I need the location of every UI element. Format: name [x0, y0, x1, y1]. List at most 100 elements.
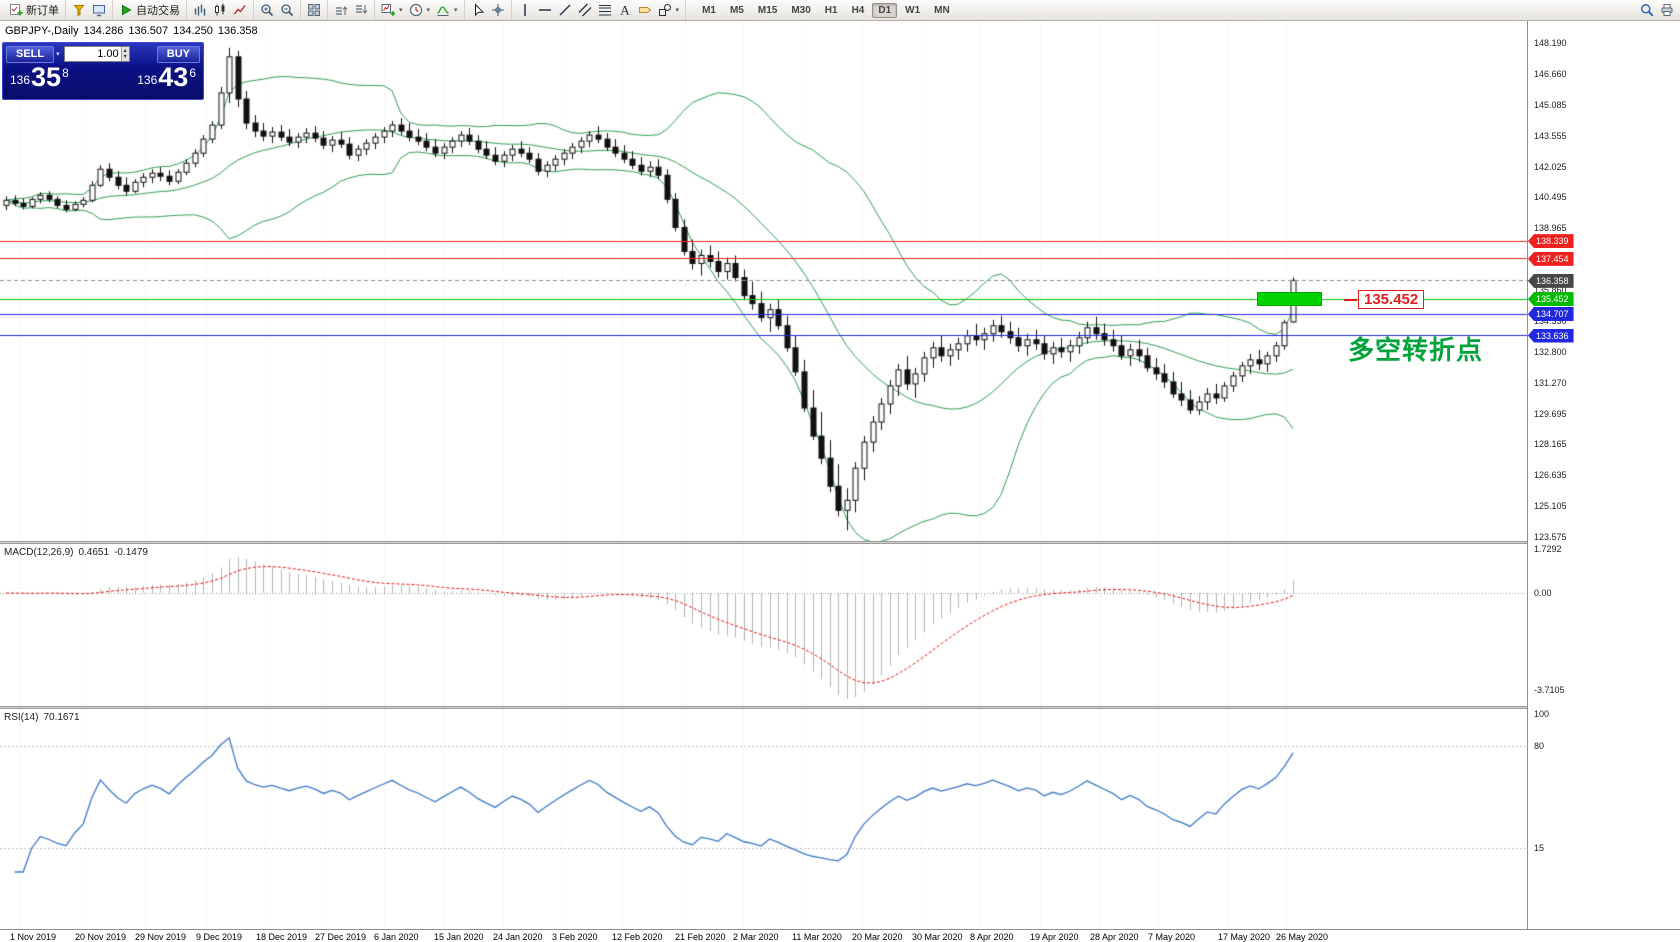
volume-input[interactable] [64, 47, 121, 61]
price-callout[interactable]: 135.452 [1358, 290, 1425, 309]
clock-icon [409, 3, 423, 17]
search-button[interactable] [1637, 1, 1657, 19]
cross-icon [491, 3, 505, 17]
volume-field: ▴▾ [63, 46, 130, 62]
price-axis-label: 143.555 [1534, 130, 1567, 141]
price-axis-label: 123.575 [1534, 532, 1567, 542]
timeframe-m15-button[interactable]: M15 [752, 3, 783, 18]
sell-pips: 35 [31, 62, 62, 92]
crosshair-button[interactable] [488, 1, 508, 19]
timeframe-mn-button[interactable]: MN [928, 3, 956, 18]
timeframe-w1-button[interactable]: W1 [899, 3, 926, 18]
price-tag: 138.339 [1528, 234, 1574, 249]
new-chart-button[interactable]: ▾ [378, 1, 406, 19]
rsi-axis-label: 15 [1534, 843, 1545, 854]
volume-down-icon[interactable]: ▾ [123, 54, 127, 60]
docplus-icon [9, 3, 23, 17]
equidistant-channel-button[interactable] [575, 1, 595, 19]
dropdown-caret-icon: ▾ [426, 7, 431, 14]
rsi-label: RSI(14) [4, 712, 39, 723]
arrow-objects-button[interactable]: ▾ [655, 1, 683, 19]
text-label-button[interactable] [635, 1, 655, 19]
timeframe-m1-button[interactable]: M1 [696, 3, 722, 18]
shapes-icon [658, 3, 672, 17]
macd-axis-label: -3.7105 [1534, 685, 1565, 695]
annotation-note[interactable]: 多空转折点 [1348, 335, 1484, 365]
timeframe-m5-button[interactable]: M5 [724, 3, 750, 18]
date-axis-label: 2 Mar 2020 [733, 932, 779, 942]
timeframe-d1-button[interactable]: D1 [872, 2, 898, 18]
auto-trading-button[interactable]: 自动交易 [116, 0, 183, 20]
price-tag: 135.452 [1528, 292, 1574, 307]
zoom-in-button[interactable] [257, 1, 277, 19]
timeframe-h4-button[interactable]: H4 [846, 3, 871, 18]
price-axis: 148.190 146.660 145.085 143.555 142.025 140.4… [1527, 21, 1680, 929]
dropdown-caret-icon: ▾ [399, 7, 403, 14]
price-axis-label: 129.695 [1534, 408, 1567, 419]
price-axis-label: 128.165 [1534, 439, 1567, 450]
profiles-button[interactable] [69, 1, 89, 19]
horizontal-line-button[interactable] [535, 1, 555, 19]
price-axis-label: 146.660 [1534, 68, 1567, 79]
dropdown-caret-icon: ▾ [454, 7, 458, 14]
timeframe-m30-button[interactable]: M30 [785, 3, 816, 18]
new-order-label: 新订单 [26, 5, 59, 17]
main-chart-panel: GBPJPY-,Daily 134.286 136.507 134.250 136.35… [0, 21, 1528, 541]
price-chart-canvas[interactable] [0, 21, 1528, 541]
vertical-line-button[interactable] [515, 1, 535, 19]
channel-icon [578, 3, 592, 17]
timeframe-h1-button[interactable]: H1 [819, 3, 844, 18]
cursor-button[interactable] [468, 1, 488, 19]
line-chart-button[interactable] [230, 1, 250, 19]
text-button[interactable]: A [615, 1, 635, 19]
buy-price[interactable]: 136 43 6 [137, 64, 196, 91]
arrange-up-button[interactable] [331, 1, 351, 19]
panel-separator[interactable] [0, 541, 1680, 544]
toolbar-group: ▾ ▾ ▾ [375, 0, 465, 20]
buy-button[interactable]: BUY [156, 45, 200, 63]
price-axis-label: 140.495 [1534, 192, 1567, 203]
date-axis-label: 18 Dec 2019 [256, 932, 308, 942]
toolbar-group [301, 0, 328, 20]
timeframe-toolbar: M1 M5 M15 M30 H1 H4 D1 W1 MN [692, 0, 960, 20]
sell-price[interactable]: 136 35 8 [10, 62, 69, 92]
trendline-button[interactable] [555, 1, 575, 19]
toolbar-group [254, 0, 301, 20]
date-axis: 1 Nov 2019 20 Nov 2019 29 Nov 2019 9 Dec 20… [0, 929, 1680, 942]
print-button[interactable] [1657, 1, 1677, 19]
volume-up-icon[interactable]: ▴ [123, 48, 127, 54]
tile-windows-button[interactable] [304, 1, 324, 19]
rsi-canvas[interactable] [0, 709, 1528, 929]
zoom-out-button[interactable] [277, 1, 297, 19]
vline-icon [518, 3, 532, 17]
panel-separator[interactable] [0, 706, 1680, 709]
new-order-button[interactable]: 新订单 [6, 0, 62, 20]
fibonacci-retracement-button[interactable] [595, 1, 615, 19]
market-watch-button[interactable] [89, 1, 109, 19]
tile-icon [307, 3, 321, 17]
sell-dropdown-icon[interactable]: ▾ [56, 51, 60, 58]
macd-axis-label: 0.00 [1534, 588, 1552, 598]
date-axis-label: 29 Nov 2019 [135, 932, 187, 942]
candlestick-chart-button[interactable] [210, 1, 230, 19]
zoomout-icon [280, 3, 294, 17]
bar-chart-button[interactable] [190, 1, 210, 19]
highlight-rectangle[interactable] [1257, 292, 1322, 306]
monitor-icon [92, 3, 106, 17]
chart-symbol: GBPJPY-,Daily [5, 25, 79, 37]
date-axis-label: 26 May 2020 [1276, 932, 1329, 942]
linechart-icon [233, 3, 247, 17]
arrange-down-button[interactable] [351, 1, 371, 19]
macd-canvas[interactable] [0, 544, 1528, 706]
indicators-button[interactable]: ▾ [433, 1, 461, 19]
price-tag: 137.454 [1528, 251, 1574, 266]
sell-button[interactable]: SELL [6, 45, 55, 63]
periods-button[interactable]: ▾ [406, 1, 434, 19]
price-axis-label: 126.635 [1534, 470, 1567, 481]
textA-icon: A [618, 3, 632, 17]
dropdown-caret-icon: ▾ [675, 7, 680, 14]
price-tag: 134.707 [1528, 307, 1574, 322]
macd-signal-value: -0.1479 [114, 547, 148, 558]
sell-pipette: 8 [62, 66, 69, 80]
rsi-title: RSI(14) 70.1671 [4, 712, 85, 723]
